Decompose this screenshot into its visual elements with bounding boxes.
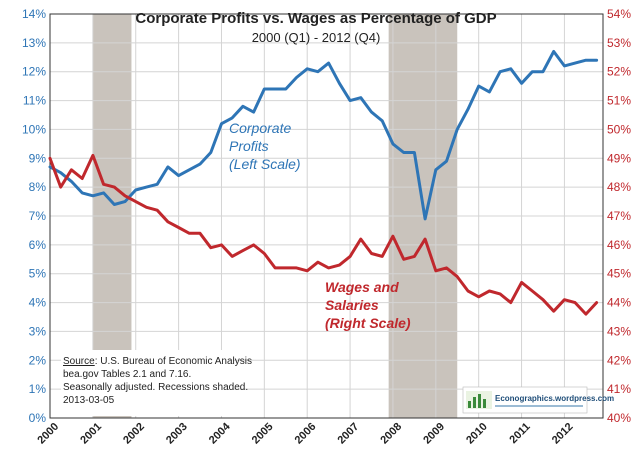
left-tick-label: 13% bbox=[22, 36, 46, 50]
right-tick-label: 51% bbox=[607, 94, 631, 108]
profits-annotation-line-3: (Left Scale) bbox=[229, 156, 301, 172]
logo-bar-4 bbox=[483, 399, 486, 408]
logo-bar-1 bbox=[468, 401, 471, 408]
plot-frame bbox=[49, 13, 604, 419]
right-tick-label: 54% bbox=[607, 7, 631, 21]
wages-annotation-line-3: (Right Scale) bbox=[325, 315, 411, 331]
left-tick-label: 2% bbox=[29, 353, 47, 367]
right-tick-label: 53% bbox=[607, 36, 631, 50]
econographics-logo: Econographics.wordpress.com bbox=[462, 386, 614, 414]
corporate-profits-line bbox=[48, 50, 599, 221]
left-tick-label: 9% bbox=[29, 151, 47, 165]
source-note-background bbox=[61, 350, 233, 416]
left-tick-label: 6% bbox=[29, 238, 47, 252]
right-tick-label: 43% bbox=[607, 324, 631, 338]
source-note-line-2: bea.gov Tables 2.1 and 7.16. bbox=[63, 369, 191, 380]
left-tick-label: 3% bbox=[29, 324, 47, 338]
right-tick-label: 52% bbox=[607, 65, 631, 79]
right-axis-ticks: 40% 41% 42% 43% 44% 45% 46% 47% 48% 49% 50% 51% 52% 5… bbox=[607, 7, 631, 425]
series-lines bbox=[48, 50, 599, 316]
left-tick-label: 11% bbox=[23, 94, 46, 108]
wages-and-salaries-line bbox=[48, 153, 599, 316]
right-tick-label: 47% bbox=[607, 209, 631, 223]
profits-annotation-line-1: Corporate bbox=[229, 120, 291, 136]
profits-annotation-line-2: Profits bbox=[229, 138, 269, 154]
right-tick-label: 46% bbox=[607, 238, 631, 252]
right-tick-label: 49% bbox=[607, 151, 631, 165]
left-tick-label: 7% bbox=[29, 209, 47, 223]
right-tick-label: 41% bbox=[607, 382, 631, 396]
left-tick-label: 10% bbox=[22, 122, 46, 136]
left-tick-label: 8% bbox=[29, 180, 47, 194]
source-note-line-4: 2013-03-05 bbox=[63, 395, 115, 406]
wages-annotation-line-1: Wages and bbox=[325, 279, 399, 295]
logo-bar-2 bbox=[473, 397, 476, 408]
chart-title: Corporate Profits vs. Wages as Percentag… bbox=[135, 10, 496, 27]
right-tick-label: 40% bbox=[607, 411, 631, 425]
source-note-line-1: Source: U.S. Bureau of Economic Analysis bbox=[63, 356, 252, 367]
source-word: Source bbox=[63, 356, 95, 367]
right-tick-label: 48% bbox=[607, 180, 631, 194]
left-tick-label: 4% bbox=[29, 296, 47, 310]
left-tick-label: 0% bbox=[29, 411, 47, 425]
wages-annotation: Wages and Salaries (Right Scale) bbox=[325, 279, 411, 331]
right-tick-label: 42% bbox=[607, 353, 631, 367]
wages-annotation-line-2: Salaries bbox=[325, 297, 379, 313]
chart-subtitle: 2000 (Q1) - 2012 (Q4) bbox=[252, 30, 381, 45]
logo-bar-3 bbox=[478, 394, 481, 408]
right-tick-label: 45% bbox=[607, 267, 631, 281]
left-tick-label: 1% bbox=[29, 382, 47, 396]
left-tick-label: 5% bbox=[29, 267, 47, 281]
right-tick-label: 44% bbox=[607, 296, 631, 310]
logo-tagline-bar bbox=[495, 405, 583, 407]
left-tick-label: 12% bbox=[22, 65, 46, 79]
source-note-line-3: Seasonally adjusted. Recessions shaded. bbox=[63, 382, 248, 393]
left-axis-ticks: 0% 1% 2% 3% 4% 5% 6% 7% 8% 9% 10% 11% 12% 13% 14% bbox=[22, 7, 46, 425]
profits-annotation: Corporate Profits (Left Scale) bbox=[229, 120, 301, 172]
source-note: Source: U.S. Bureau of Economic Analysis… bbox=[61, 350, 252, 416]
right-tick-label: 50% bbox=[607, 122, 631, 136]
logo-text: Econographics.wordpress.com bbox=[495, 394, 614, 403]
left-tick-label: 14% bbox=[22, 7, 46, 21]
source-rest: : U.S. Bureau of Economic Analysis bbox=[95, 356, 252, 367]
